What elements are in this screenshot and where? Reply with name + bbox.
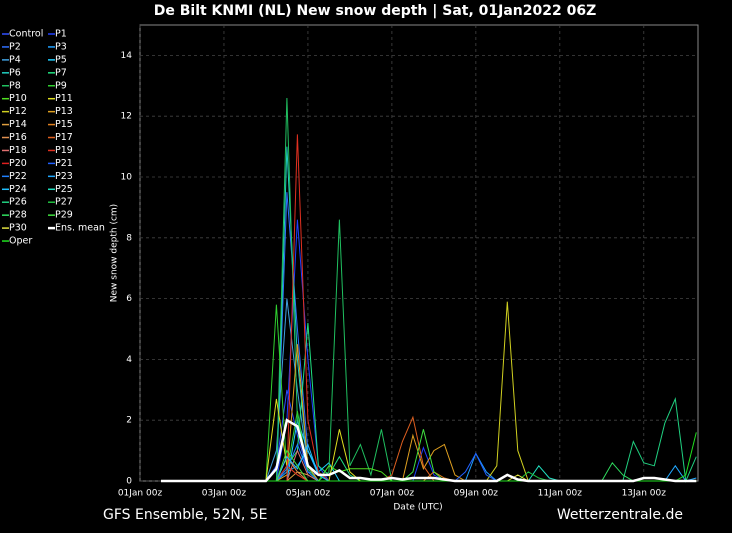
y-tick-label: 10 bbox=[121, 173, 133, 183]
legend-label: P1 bbox=[55, 29, 67, 40]
legend-label: P30 bbox=[9, 223, 27, 234]
x-tick-label: 07Jan 00z bbox=[370, 489, 415, 499]
legend-label: P19 bbox=[55, 145, 73, 156]
y-tick-label: 2 bbox=[126, 416, 132, 426]
legend-label: P13 bbox=[55, 106, 73, 117]
legend-label: Ens. mean bbox=[55, 223, 105, 234]
x-tick-label: 13Jan 00z bbox=[622, 489, 667, 499]
y-tick-label: 14 bbox=[121, 51, 133, 61]
footer-site: Wetterzentrale.de bbox=[557, 507, 683, 523]
legend-label: P8 bbox=[9, 80, 21, 91]
y-tick-label: 6 bbox=[126, 294, 132, 304]
x-tick-label: 01Jan 00z bbox=[118, 489, 163, 499]
legend-label: P7 bbox=[55, 67, 67, 78]
y-axis-label: New snow depth (cm) bbox=[110, 204, 120, 302]
x-tick-label: 05Jan 00z bbox=[286, 489, 331, 499]
x-axis-label: Date (UTC) bbox=[393, 503, 442, 513]
y-tick-label: 0 bbox=[126, 477, 132, 487]
legend-label: P26 bbox=[9, 197, 27, 208]
legend-label: P24 bbox=[9, 184, 27, 195]
legend-label: P14 bbox=[9, 119, 27, 130]
legend-label: Oper bbox=[9, 236, 32, 247]
y-tick-label: 12 bbox=[121, 112, 132, 122]
chart-title: De Bilt KNMI (NL) New snow depth | Sat, … bbox=[154, 3, 597, 19]
legend-label: P12 bbox=[9, 106, 27, 117]
legend-label: P15 bbox=[55, 119, 73, 130]
legend-label: P20 bbox=[9, 158, 27, 169]
legend-label: P10 bbox=[9, 93, 27, 104]
y-tick-label: 8 bbox=[126, 233, 132, 243]
footer-source: GFS Ensemble, 52N, 5E bbox=[103, 507, 268, 523]
legend-label: P16 bbox=[9, 132, 27, 143]
mean-line bbox=[161, 418, 697, 483]
legend-label: P3 bbox=[55, 41, 67, 52]
x-tick-label: 03Jan 00z bbox=[202, 489, 247, 499]
legend-label: P23 bbox=[55, 171, 73, 182]
legend-label: P21 bbox=[55, 158, 73, 169]
legend-label: P28 bbox=[9, 210, 27, 221]
legend-label: P25 bbox=[55, 184, 73, 195]
legend-label: P5 bbox=[55, 54, 67, 65]
legend-label: P6 bbox=[9, 67, 21, 78]
legend-label: P2 bbox=[9, 41, 21, 52]
y-tick-label: 4 bbox=[126, 355, 132, 365]
legend-label: Control bbox=[9, 29, 43, 40]
x-tick-label: 09Jan 00z bbox=[454, 489, 499, 499]
legend-label: P17 bbox=[55, 132, 73, 143]
legend-label: P29 bbox=[55, 210, 73, 221]
legend-label: P22 bbox=[9, 171, 27, 182]
legend-label: P4 bbox=[9, 54, 21, 65]
legend-label: P18 bbox=[9, 145, 27, 156]
legend-label: P9 bbox=[55, 80, 67, 91]
x-tick-label: 11Jan 00z bbox=[538, 489, 583, 499]
legend-label: P27 bbox=[55, 197, 73, 208]
legend-label: P11 bbox=[55, 93, 73, 104]
